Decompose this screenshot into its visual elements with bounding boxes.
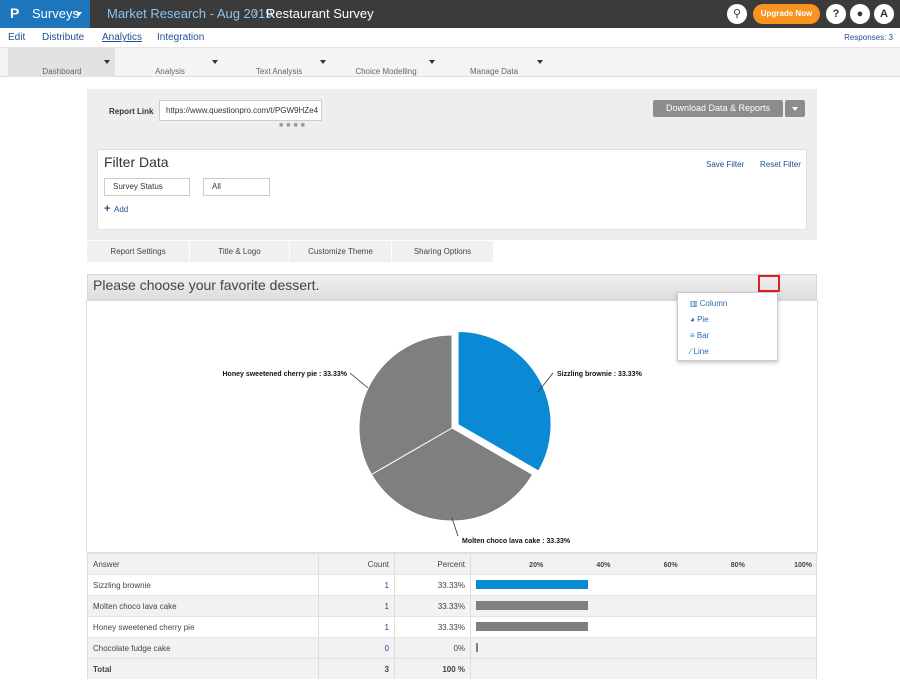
bar xyxy=(476,643,478,652)
bar xyxy=(476,601,588,610)
x-tick-label: 100% xyxy=(794,562,813,569)
data-label: Sizzling brownie : 33.33% xyxy=(557,371,643,378)
x-tick-label: 60% xyxy=(664,562,679,569)
leader-line xyxy=(350,373,368,388)
x-tick-label: 40% xyxy=(596,562,611,569)
data-label: Honey sweetened cherry pie : 33.33% xyxy=(223,371,348,378)
x-tick-label: 20% xyxy=(529,562,544,569)
bar xyxy=(476,622,588,631)
x-tick-label: 80% xyxy=(731,562,746,569)
data-label: Molten choco lava cake : 33.33% xyxy=(462,538,571,545)
bar xyxy=(476,580,588,589)
